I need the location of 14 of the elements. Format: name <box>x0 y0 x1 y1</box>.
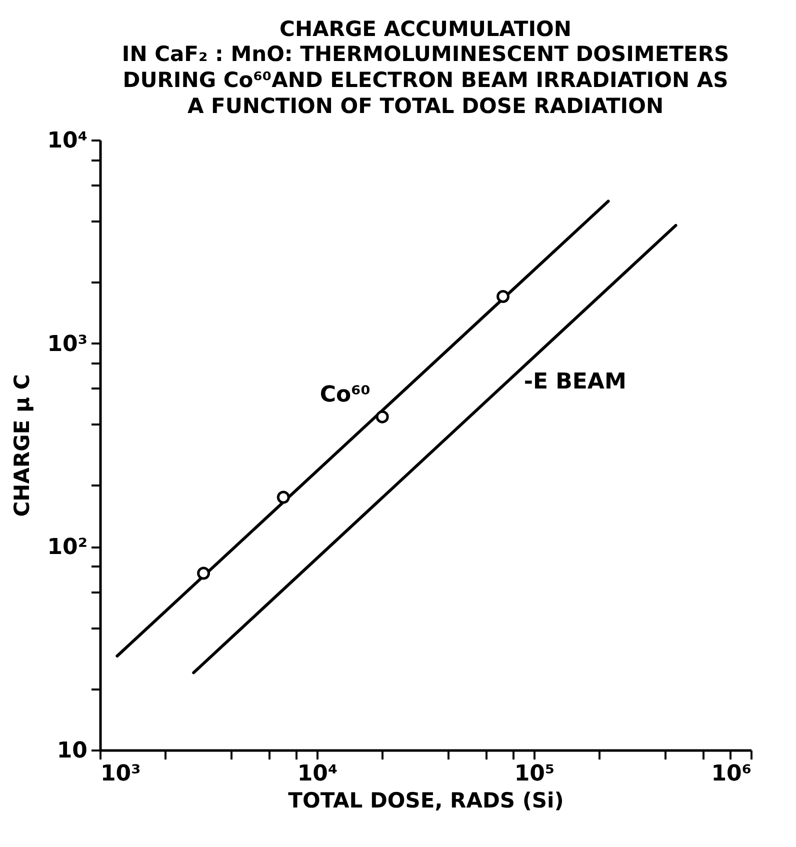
y-tick-label: 10 <box>56 738 88 764</box>
x-tick-label: 10⁵ <box>514 762 555 786</box>
x-tick-label: 10⁴ <box>297 762 338 786</box>
y-tick-label: 10³ <box>47 332 88 357</box>
series-label: -E BEAM <box>524 370 626 395</box>
chart-subtitle: IN CaF₂ : MnO: THERMOLUMINESCENT DOSIMETERS DURING Co⁶⁰AND ELECTRON BEAM IRRADIATION AS A FUNCTION OF TOTAL DOSE RADIATION <box>122 42 730 118</box>
y-tick-label: 10⁴ <box>47 128 88 154</box>
y-tick-label: 10² <box>47 535 88 560</box>
x-axis-title: TOTAL DOSE, RADS (Si) <box>288 788 564 812</box>
x-tick-label: 10⁶ <box>711 762 752 786</box>
y-axis-title: CHARGE μ C <box>10 374 34 517</box>
x-tick-label: 10³ <box>100 762 141 786</box>
chart-title: CHARGE ACCUMULATION <box>280 17 572 41</box>
series-label: Co⁶⁰ <box>320 382 370 408</box>
